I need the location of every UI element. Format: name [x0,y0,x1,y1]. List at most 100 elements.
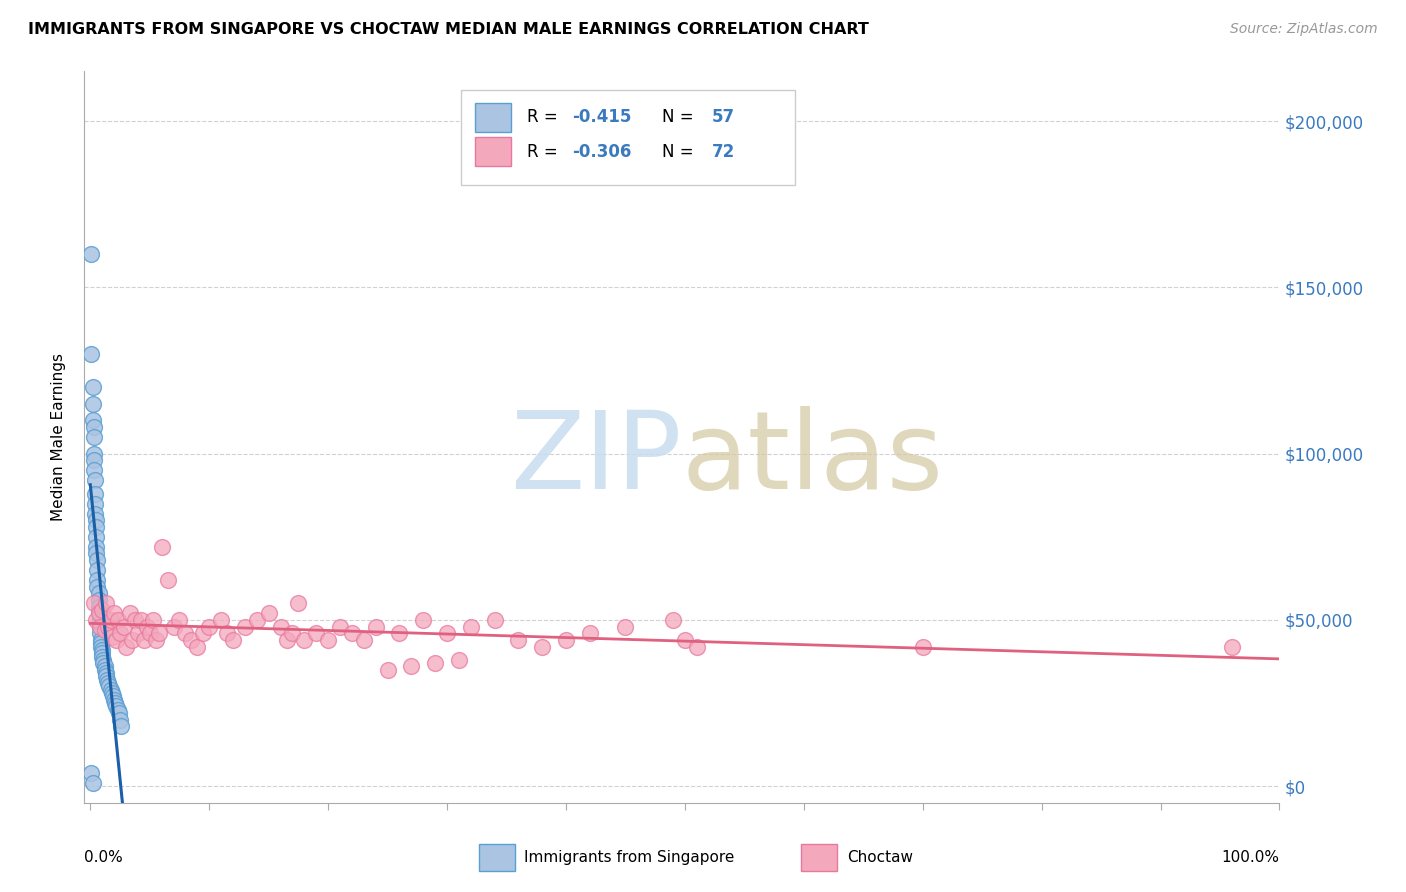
Point [84,486,107,500]
Point [93,663,115,677]
Point [87,607,110,621]
Point [93,656,115,670]
Point [662,613,685,627]
Point [83,596,105,610]
Point [108,706,131,720]
Point [555,632,578,647]
Text: -0.415: -0.415 [572,109,631,127]
Point [84,513,107,527]
Point [377,663,399,677]
Point [156,573,179,587]
Point [136,619,159,633]
Text: 57: 57 [711,109,735,127]
Point [436,626,458,640]
Point [96,673,118,687]
Point [257,607,280,621]
Text: -0.306: -0.306 [572,143,631,161]
Point [91,643,114,657]
Point [97,619,120,633]
Point [87,599,110,614]
Point [578,626,600,640]
Point [425,656,447,670]
Bar [801,845,838,871]
Point [233,619,256,633]
Point [84,473,107,487]
Point [89,626,111,640]
Point [340,626,363,640]
Text: Choctaw: Choctaw [846,850,912,865]
Point [82,776,104,790]
Point [1220,640,1243,654]
Point [89,613,111,627]
Point [508,632,530,647]
Point [112,619,135,633]
Text: N =: N = [662,143,699,161]
Point [270,619,292,633]
Point [91,646,114,660]
Point [84,507,107,521]
Point [84,540,107,554]
Point [484,613,506,627]
Point [90,640,112,654]
Point [80,765,103,780]
Point [90,636,112,650]
Point [83,447,105,461]
Point [108,713,131,727]
Point [118,607,141,621]
Point [94,669,117,683]
Point [105,699,128,714]
Point [84,497,107,511]
Point [100,686,122,700]
Point [115,640,138,654]
Point [80,347,103,361]
Point [911,640,934,654]
Point [83,453,105,467]
Point [150,540,173,554]
Point [82,413,104,427]
Point [686,640,709,654]
Point [105,632,128,647]
Bar [475,103,510,132]
Point [412,613,434,627]
Point [84,546,107,560]
Point [86,573,108,587]
Point [107,613,129,627]
Point [93,623,115,637]
Point [101,690,124,704]
Point [174,626,197,640]
Point [131,613,153,627]
Bar [461,89,796,185]
Text: atlas: atlas [682,406,943,512]
Text: N =: N = [662,109,699,127]
Text: R =: R = [527,143,562,161]
Point [84,530,107,544]
Point [276,632,298,647]
Point [169,613,191,627]
Point [89,619,111,633]
Point [316,632,339,647]
Point [91,603,114,617]
Point [215,626,238,640]
Text: 72: 72 [711,143,735,161]
Point [139,626,162,640]
Point [107,703,129,717]
Point [86,553,108,567]
Point [305,626,328,640]
Text: 100.0%: 100.0% [1222,850,1279,865]
Point [93,653,115,667]
Text: Immigrants from Singapore: Immigrants from Singapore [524,850,734,865]
Point [121,632,143,647]
Point [145,632,167,647]
Point [246,613,269,627]
Point [127,626,149,640]
Text: IMMIGRANTS FROM SINGAPORE VS CHOCTAW MEDIAN MALE EARNINGS CORRELATION CHART: IMMIGRANTS FROM SINGAPORE VS CHOCTAW MED… [28,22,869,37]
Point [84,520,107,534]
Point [100,682,122,697]
Point [90,632,112,647]
Point [287,596,309,610]
Point [100,630,122,644]
Point [132,632,155,647]
Bar [479,845,515,871]
Point [209,613,232,627]
Point [364,619,387,633]
